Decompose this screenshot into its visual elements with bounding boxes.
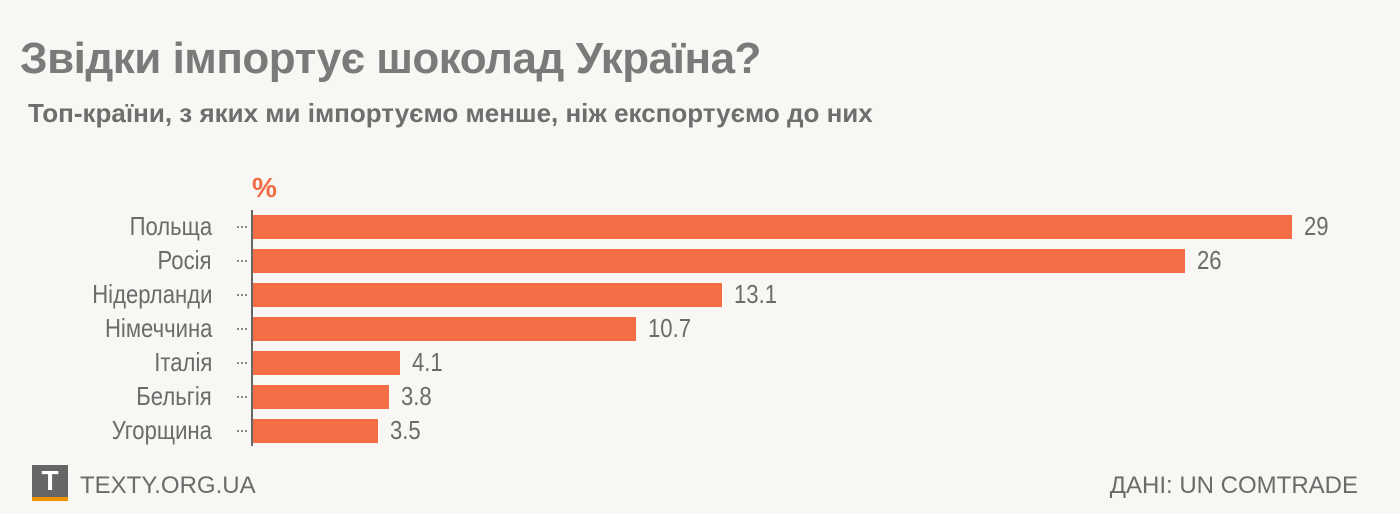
value-label: 10.7 [648,313,692,343]
data-source: ДАНІ: UN COMTRADE [1109,472,1358,499]
tick-dots [237,328,247,330]
bar [253,419,379,443]
tick-dots [237,430,247,432]
tick-dots [237,294,247,296]
bar [253,249,1185,273]
category-label: Угорщина [111,415,212,445]
category-label: Бельгія [136,381,212,411]
category-label: Німеччина [104,313,212,343]
value-label: 4.1 [411,347,443,377]
bar [253,385,390,409]
bar [253,283,723,307]
tick-dots [237,226,247,228]
bar [253,351,400,375]
bar [253,317,637,341]
category-label: Росія [158,245,212,275]
bar [253,215,1292,239]
value-label: 29 [1304,211,1329,241]
chart-title: Звідки імпортує шоколад Україна? [20,34,761,83]
site-link[interactable]: TEXTY.ORG.UA [80,472,256,499]
tick-dots [237,260,247,262]
category-label: Нідерланди [91,279,212,309]
texty-logo: T [32,465,68,501]
value-label: 26 [1196,245,1222,275]
tick-dots [237,362,247,364]
value-label: 3.5 [390,415,422,445]
category-label: Італія [153,347,212,377]
tick-dots [237,396,247,398]
category-label: Польща [129,211,212,241]
value-label: 13.1 [734,279,778,309]
y-axis-line [251,210,253,446]
unit-label: % [252,172,277,203]
chart-subtitle: Топ-країни, з яких ми імпортуємо менше, … [28,98,873,128]
value-label: 3.8 [401,381,432,411]
